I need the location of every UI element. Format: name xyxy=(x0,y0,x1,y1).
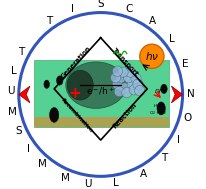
Ellipse shape xyxy=(44,80,49,88)
Circle shape xyxy=(127,79,137,89)
Ellipse shape xyxy=(66,62,126,108)
Circle shape xyxy=(128,85,139,95)
Circle shape xyxy=(116,73,126,83)
Circle shape xyxy=(112,66,122,76)
Text: $\rm O_2+H_2$: $\rm O_2+H_2$ xyxy=(149,109,166,117)
Circle shape xyxy=(132,79,142,89)
Ellipse shape xyxy=(49,108,59,122)
Circle shape xyxy=(110,73,120,83)
Text: I: I xyxy=(177,135,179,145)
Text: $h\nu$: $h\nu$ xyxy=(144,50,158,62)
Text: U: U xyxy=(84,179,91,189)
Circle shape xyxy=(121,88,131,98)
Text: N: N xyxy=(186,89,194,99)
Text: I: I xyxy=(27,144,30,154)
Circle shape xyxy=(134,86,144,96)
Text: L: L xyxy=(168,34,174,44)
Circle shape xyxy=(114,87,124,97)
Polygon shape xyxy=(171,86,182,103)
Text: M: M xyxy=(61,173,69,183)
Text: O: O xyxy=(183,113,191,123)
Text: C: C xyxy=(124,4,132,14)
Text: T: T xyxy=(46,15,52,26)
Text: $\bf{+}$: $\bf{+}$ xyxy=(68,86,81,101)
Circle shape xyxy=(139,44,163,68)
Text: L: L xyxy=(11,66,16,76)
Text: Reaction: Reaction xyxy=(111,101,137,129)
Text: Recombination: Recombination xyxy=(59,97,93,134)
Text: A: A xyxy=(148,15,155,26)
Text: U: U xyxy=(7,86,14,96)
Ellipse shape xyxy=(67,70,93,100)
Text: E: E xyxy=(181,59,188,69)
Text: I: I xyxy=(71,4,74,14)
Bar xyxy=(34,60,168,127)
Text: T: T xyxy=(18,47,24,57)
Text: $\rm H_2O$: $\rm H_2O$ xyxy=(152,103,163,110)
Circle shape xyxy=(117,67,128,77)
Circle shape xyxy=(130,74,140,84)
Text: M: M xyxy=(8,107,16,117)
Text: L: L xyxy=(113,178,119,188)
Circle shape xyxy=(119,83,129,93)
Text: S: S xyxy=(15,126,21,136)
Text: A: A xyxy=(139,169,146,179)
Text: DFT: DFT xyxy=(154,89,166,94)
Ellipse shape xyxy=(156,102,165,115)
Text: S: S xyxy=(97,0,103,9)
Text: T: T xyxy=(161,153,167,163)
Text: Transport: Transport xyxy=(110,47,138,77)
Bar xyxy=(34,117,168,127)
Text: M: M xyxy=(38,159,47,169)
Ellipse shape xyxy=(160,84,166,94)
Polygon shape xyxy=(19,86,30,103)
Text: Generation: Generation xyxy=(60,45,92,80)
Circle shape xyxy=(112,79,122,89)
Circle shape xyxy=(123,73,133,83)
Ellipse shape xyxy=(56,76,63,85)
Circle shape xyxy=(125,67,135,77)
Text: $\rm e^-\!/h^+$: $\rm e^-\!/h^+$ xyxy=(86,85,115,97)
